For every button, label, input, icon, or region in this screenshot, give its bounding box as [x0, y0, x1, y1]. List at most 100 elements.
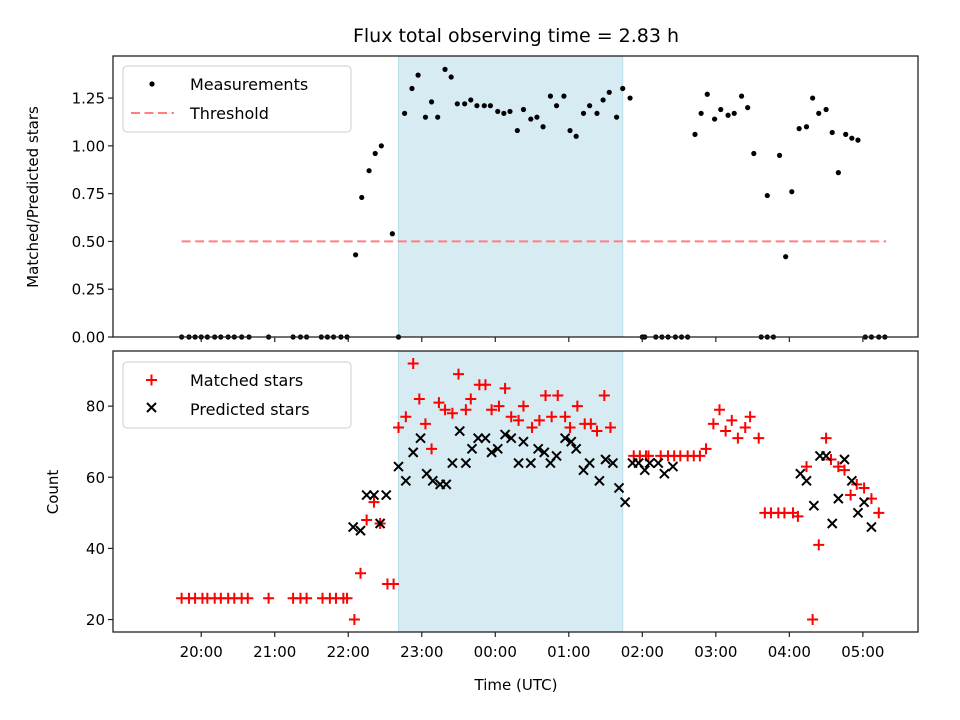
measurement-point [704, 91, 710, 97]
predicted-star-point [594, 475, 605, 487]
measurement-point [435, 114, 441, 120]
matched-star-point [301, 592, 313, 604]
predicted-star-point [518, 436, 529, 447]
predicted-star-point [368, 489, 380, 501]
predicted-star-point [355, 525, 366, 536]
matched-star-point [517, 400, 529, 412]
threshold-legend-label: Threshold [189, 104, 269, 123]
predicted-star-point [559, 432, 571, 444]
predicted-star-point [347, 521, 359, 533]
measurement-point [810, 95, 816, 101]
measurement-point [731, 110, 737, 116]
count-y-ticks: 20 40 60 80 [86, 398, 113, 629]
ratio-y-ticks: 0.00 0.25 0.50 0.75 1.00 1.25 [72, 90, 113, 347]
predicted-star-point [525, 457, 537, 469]
measurement-point [540, 124, 546, 130]
predicted-star-point [466, 443, 478, 455]
measurement-point [520, 106, 527, 113]
measurement-point [816, 110, 822, 116]
matched-star-point [439, 404, 451, 416]
matched-star-point [546, 411, 558, 423]
measurement-point [462, 101, 468, 107]
predicted-star-point [639, 464, 650, 476]
matched-star-point [813, 539, 825, 551]
measurement-point [606, 89, 612, 95]
matched-star-point [433, 397, 445, 409]
predicted-star-point [613, 482, 625, 494]
measurement-point [372, 150, 378, 157]
matched-star-point [242, 592, 254, 604]
matched-star-point [571, 400, 583, 412]
count-points [176, 357, 885, 626]
count-axes: 20 40 60 80 20:00 21:00 22:00 23:00 00:00 01:00 0… [44, 350, 919, 694]
matched-star-point [419, 418, 431, 430]
predicted-star-point [858, 496, 870, 508]
x-tick-label: 04:00 [768, 643, 811, 661]
matched-star-point [564, 421, 576, 433]
predicted-star-point [374, 518, 386, 529]
matched-star-point [873, 507, 885, 519]
matched-star-point [559, 411, 571, 423]
measurement-point [409, 85, 415, 92]
matched-star-point [361, 514, 373, 526]
measurement-point [718, 106, 724, 113]
y-tick-label: 60 [86, 469, 105, 487]
measurement-point [402, 110, 408, 116]
ratio-y-axis-label: Matched/Predicted stars [24, 106, 42, 288]
measurement-legend-marker [149, 81, 155, 87]
measurement-point [534, 114, 540, 120]
matched-star-point [858, 482, 870, 494]
measurement-point [353, 252, 359, 258]
x-tick-label: 05:00 [841, 643, 884, 661]
ratio-axes-frame [112, 55, 919, 338]
matched-star-point [832, 461, 844, 473]
ratio-legend-box [122, 65, 352, 133]
ratio-legend: Measurements Threshold [122, 65, 352, 133]
measurement-point [567, 127, 573, 134]
matched-star-point [707, 418, 719, 430]
measurement-point [855, 137, 861, 143]
measurement-point [378, 143, 384, 149]
measurement-point [692, 131, 698, 137]
measurement-legend-label: Measurements [190, 75, 308, 94]
matched-star-point [426, 443, 438, 455]
measurement-point [573, 133, 579, 139]
measurement-point [849, 135, 855, 141]
measurement-point [495, 108, 501, 115]
matched-star-point [753, 432, 765, 444]
x-axis-label: Time (UTC) [474, 676, 558, 694]
matched-star-point [591, 425, 603, 437]
predicted-star-point [486, 447, 497, 458]
y-tick-label: 1.25 [72, 90, 105, 108]
observing-span-shade [397, 350, 624, 633]
measurement-point [389, 231, 395, 237]
predicted-star-point [801, 475, 812, 487]
matched-legend-label: Matched stars [190, 371, 303, 390]
matched-star-point [642, 450, 654, 462]
matched-star-point [820, 432, 832, 444]
predicted-star-point [644, 457, 655, 469]
measurement-point [823, 106, 829, 113]
measurement-point [783, 254, 789, 260]
matched-star-point [714, 404, 726, 416]
measurement-point [620, 85, 626, 92]
matched-star-point [585, 418, 597, 430]
matched-star-point [392, 421, 404, 433]
predicted-star-point [415, 432, 426, 444]
y-tick-label: 1.00 [72, 137, 105, 155]
predicted-star-point [659, 468, 670, 479]
measurement-point [587, 103, 593, 109]
measurement-point [594, 110, 600, 116]
matched-star-point [368, 496, 380, 508]
matched-star-point [744, 411, 756, 423]
y-tick-label: 0.50 [72, 233, 105, 251]
measurement-point [481, 103, 487, 109]
x-tick-label: 23:00 [400, 643, 443, 661]
matched-star-point [838, 464, 850, 476]
matched-star-point [739, 421, 751, 433]
measurement-point [776, 152, 783, 159]
matched-star-point [533, 414, 545, 426]
predicted-star-point [833, 493, 844, 504]
measurement-point [764, 192, 770, 199]
x-tick-label: 00:00 [474, 643, 517, 661]
